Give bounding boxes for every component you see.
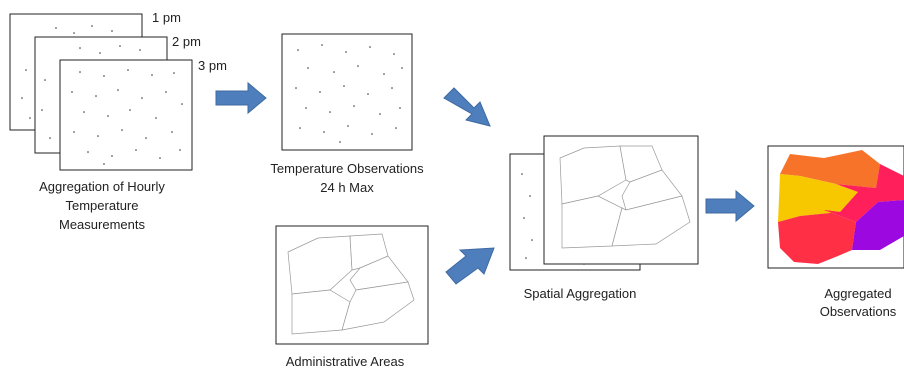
arrow-down-right-icon xyxy=(443,87,491,127)
hourly-dots-1pm xyxy=(21,25,113,119)
aggregated-region-pink xyxy=(824,164,904,222)
observations-caption-line-2: 24 h Max xyxy=(320,180,374,195)
admin-regions xyxy=(287,233,415,335)
time-label-2pm: 2 pm xyxy=(172,34,201,49)
hourly-panel-3pm xyxy=(59,59,193,171)
aggregated-panel xyxy=(767,145,904,269)
spatial-panel-front xyxy=(543,135,699,265)
aggregated-region-red xyxy=(778,210,856,264)
observations-caption-line-1: Temperature Observations xyxy=(270,161,424,176)
aggregated-caption-line-2: Observations xyxy=(820,304,897,319)
hourly-caption-line-3: Measurements xyxy=(59,217,145,232)
aggregated-region-yellow xyxy=(778,174,858,222)
spatial-caption: Spatial Aggregation xyxy=(524,286,637,301)
hourly-dots-3pm xyxy=(71,69,183,165)
aggregated-caption-line-1: Aggregated xyxy=(824,286,891,301)
hourly-dots-2pm xyxy=(41,45,141,139)
time-label-1pm: 1 pm xyxy=(152,10,181,25)
spatial-regions xyxy=(559,145,691,249)
observation-dots xyxy=(295,44,403,143)
arrow-right-icon xyxy=(215,81,267,115)
admin-caption: Administrative Areas xyxy=(286,354,405,369)
aggregated-regions xyxy=(778,150,904,264)
arrow-right-icon xyxy=(705,189,755,223)
admin-areas-panel xyxy=(275,225,429,345)
hourly-caption-line-2: Temperature xyxy=(66,198,139,213)
time-label-3pm: 3 pm xyxy=(198,58,227,73)
hourly-caption-line-1: Aggregation of Hourly xyxy=(39,179,165,194)
arrow-up-right-icon xyxy=(445,247,495,285)
aggregated-region-orange xyxy=(780,150,880,188)
observations-panel xyxy=(281,33,413,151)
aggregated-region-purple xyxy=(852,200,904,250)
